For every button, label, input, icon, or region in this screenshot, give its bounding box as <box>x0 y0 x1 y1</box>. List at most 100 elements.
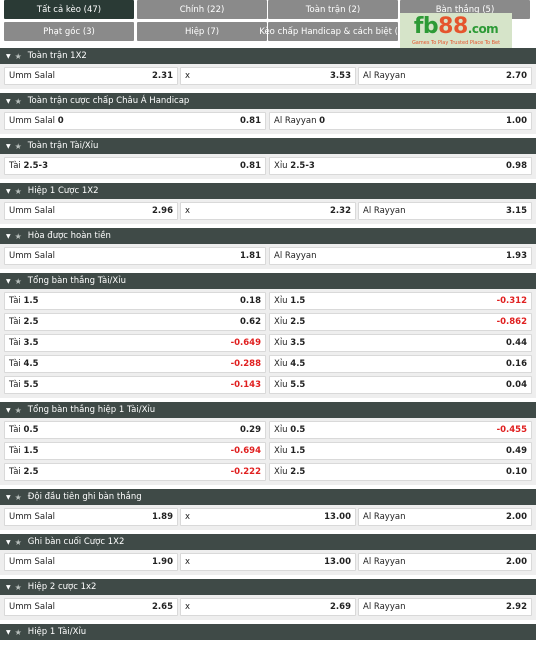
odds-cell[interactable]: x 13.00 <box>180 508 356 526</box>
caret-down-icon[interactable]: ▼ <box>6 187 11 195</box>
selection-label: Tài 1.5 <box>9 446 39 456</box>
odds-cell[interactable]: Al Rayyan 3.15 <box>358 202 532 220</box>
market-header[interactable]: ▼ ★ Toàn trận Tài/Xỉu <box>0 138 536 154</box>
star-icon[interactable]: ★ <box>14 276 22 286</box>
odds-cell[interactable]: Umm Salal 1.89 <box>4 508 178 526</box>
market-header[interactable]: ▼ ★ Toàn trận cược chấp Châu Á Handicap <box>0 93 536 109</box>
tab-halves[interactable]: Hiệp (7) <box>137 22 267 41</box>
market-section: ▼ ★ Hiệp 1 Tài/Xỉu <box>0 624 536 640</box>
caret-down-icon[interactable]: ▼ <box>6 538 11 546</box>
odds-cell[interactable]: Xỉu 4.5 0.16 <box>269 355 532 373</box>
odds-cell[interactable]: Xỉu 0.5 -0.455 <box>269 421 532 439</box>
odds-cell[interactable]: Umm Salal 1.90 <box>4 553 178 571</box>
odds-cell[interactable]: Xỉu 2.5 -0.862 <box>269 313 532 331</box>
odds-cell[interactable]: Tài 3.5 -0.649 <box>4 334 266 352</box>
market-section: ▼ ★ Toàn trận Tài/Xỉu Tài 2.5-3 0.81 Xỉu 2.5-… <box>0 138 536 179</box>
odds-cell[interactable]: Xỉu 2.5 0.10 <box>269 463 532 481</box>
odds-cell[interactable]: Xỉu 2.5-3 0.98 <box>269 157 532 175</box>
odds-cell[interactable]: Xỉu 1.5 -0.312 <box>269 292 532 310</box>
market-title: Tổng bàn thắng Tài/Xỉu <box>27 276 126 286</box>
odds-cell[interactable]: Al Rayyan 2.92 <box>358 598 532 616</box>
tab-handicap[interactable]: Kèo chấp Handicap & cách biệt (1) <box>259 22 407 41</box>
tab-corners[interactable]: Phạt góc (3) <box>4 22 134 41</box>
odds-cell[interactable]: Tài 0.5 0.29 <box>4 421 266 439</box>
odds-cell[interactable]: Umm Salal 0 0.81 <box>4 112 266 130</box>
odds-row: Tài 3.5 -0.649 Xỉu 3.5 0.44 <box>0 334 536 352</box>
odds-cell[interactable]: Tài 1.5 -0.694 <box>4 442 266 460</box>
market-header[interactable]: ▼ ★ Hiệp 2 cược 1x2 <box>0 579 536 595</box>
logo-tagline-b: Trusted Place To Bet <box>449 39 501 46</box>
odds-value: 2.69 <box>330 602 351 612</box>
selection-label: Al Rayyan <box>274 251 317 261</box>
odds-cell[interactable]: Umm Salal 2.31 <box>4 67 178 85</box>
selection-label: Umm Salal <box>9 512 56 522</box>
market-header[interactable]: ▼ ★ Tổng bàn thắng Tài/Xỉu <box>0 273 536 289</box>
caret-down-icon[interactable]: ▼ <box>6 583 11 591</box>
selection-line: 0.5 <box>290 425 306 435</box>
market-header[interactable]: ▼ ★ Hòa được hoàn tiền <box>0 228 536 244</box>
tab-all[interactable]: Tất cả kèo (47) <box>4 0 134 19</box>
caret-down-icon[interactable]: ▼ <box>6 277 11 285</box>
odds-value: -0.288 <box>230 359 261 369</box>
market-header[interactable]: ▼ ★ Đội đầu tiên ghi bàn thắng <box>0 489 536 505</box>
odds-cell[interactable]: Al Rayyan 2.00 <box>358 553 532 571</box>
star-icon[interactable]: ★ <box>14 582 22 592</box>
odds-cell[interactable]: Tài 5.5 -0.143 <box>4 376 266 394</box>
odds-cell[interactable]: x 2.69 <box>180 598 356 616</box>
odds-cell[interactable]: Xỉu 1.5 0.49 <box>269 442 532 460</box>
caret-down-icon[interactable]: ▼ <box>6 52 11 60</box>
star-icon[interactable]: ★ <box>14 627 22 637</box>
caret-down-icon[interactable]: ▼ <box>6 628 11 636</box>
odds-cell[interactable]: x 13.00 <box>180 553 356 571</box>
odds-cell[interactable]: Umm Salal 2.96 <box>4 202 178 220</box>
odds-cell[interactable]: Al Rayyan 1.93 <box>269 247 532 265</box>
odds-cell[interactable]: x 3.53 <box>180 67 356 85</box>
odds-value: 2.96 <box>152 206 173 216</box>
tab-full-match[interactable]: Toàn trận (2) <box>268 0 398 19</box>
odds-cell[interactable]: Xỉu 3.5 0.44 <box>269 334 532 352</box>
selection-label: Xỉu 5.5 <box>274 380 306 390</box>
odds-cell[interactable]: Tài 2.5 0.62 <box>4 313 266 331</box>
odds-value: -0.455 <box>496 425 527 435</box>
odds-cell[interactable]: Xỉu 5.5 0.04 <box>269 376 532 394</box>
selection-line: 4.5 <box>290 359 306 369</box>
odds-cell[interactable]: Tài 2.5-3 0.81 <box>4 157 266 175</box>
market-header[interactable]: ▼ ★ Hiệp 1 Cược 1X2 <box>0 183 536 199</box>
caret-down-icon[interactable]: ▼ <box>6 142 11 150</box>
odds-cell[interactable]: Al Rayyan 2.70 <box>358 67 532 85</box>
odds-cell[interactable]: Umm Salal 2.65 <box>4 598 178 616</box>
star-icon[interactable]: ★ <box>14 492 22 502</box>
market-section: ▼ ★ Hiệp 2 cược 1x2 Umm Salal 2.65 x 2.69 Al Ra… <box>0 579 536 620</box>
market-header[interactable]: ▼ ★ Hiệp 1 Tài/Xỉu <box>0 624 536 640</box>
star-icon[interactable]: ★ <box>14 186 22 196</box>
selection-label: Xỉu 2.5-3 <box>274 161 315 171</box>
odds-value: 3.15 <box>506 206 527 216</box>
caret-down-icon[interactable]: ▼ <box>6 406 11 414</box>
selection-label: Al Rayyan <box>363 512 406 522</box>
star-icon[interactable]: ★ <box>14 231 22 241</box>
star-icon[interactable]: ★ <box>14 141 22 151</box>
market-header[interactable]: ▼ ★ Ghi bàn cuối Cược 1X2 <box>0 534 536 550</box>
odds-value: 1.90 <box>152 557 173 567</box>
star-icon[interactable]: ★ <box>14 405 22 415</box>
odds-cell[interactable]: Al Rayyan 0 1.00 <box>269 112 532 130</box>
caret-down-icon[interactable]: ▼ <box>6 97 11 105</box>
odds-cell[interactable]: x 2.32 <box>180 202 356 220</box>
odds-row: Tài 2.5 0.62 Xỉu 2.5 -0.862 <box>0 313 536 331</box>
selection-label: Xỉu 2.5 <box>274 317 306 327</box>
market-header[interactable]: ▼ ★ Toàn trận 1X2 <box>0 48 536 64</box>
odds-cell[interactable]: Tài 2.5 -0.222 <box>4 463 266 481</box>
odds-cell[interactable]: Umm Salal 1.81 <box>4 247 266 265</box>
market-header[interactable]: ▼ ★ Tổng bàn thắng hiệp 1 Tài/Xỉu <box>0 402 536 418</box>
selection-label: Umm Salal <box>9 251 56 261</box>
caret-down-icon[interactable]: ▼ <box>6 493 11 501</box>
odds-cell[interactable]: Al Rayyan 2.00 <box>358 508 532 526</box>
odds-cell[interactable]: Tài 4.5 -0.288 <box>4 355 266 373</box>
star-icon[interactable]: ★ <box>14 51 22 61</box>
star-icon[interactable]: ★ <box>14 96 22 106</box>
tab-main[interactable]: Chính (22) <box>137 0 267 19</box>
odds-row: Tài 5.5 -0.143 Xỉu 5.5 0.04 <box>0 376 536 394</box>
star-icon[interactable]: ★ <box>14 537 22 547</box>
odds-cell[interactable]: Tài 1.5 0.18 <box>4 292 266 310</box>
caret-down-icon[interactable]: ▼ <box>6 232 11 240</box>
